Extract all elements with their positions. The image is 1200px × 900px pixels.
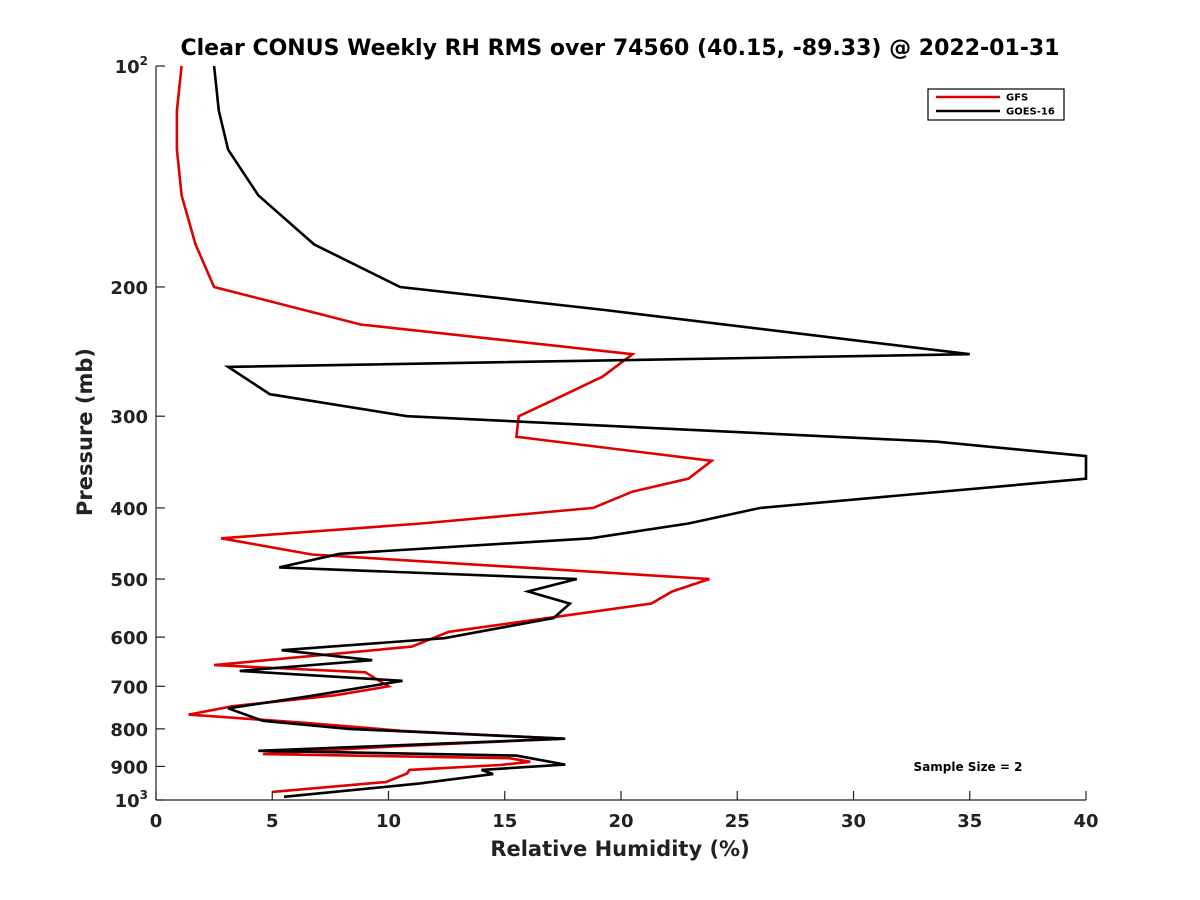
legend-box — [927, 88, 1065, 121]
x-tick-label: 10 — [376, 811, 401, 832]
y-tick-label: 400 — [110, 499, 148, 520]
series-layer — [175, 65, 1088, 799]
y-tick-label: 600 — [110, 628, 148, 649]
chart-title: Clear CONUS Weekly RH RMS over 74560 (40… — [181, 36, 1060, 61]
x-axis-label: Relative Humidity (%) — [490, 837, 749, 861]
x-tick-label: 25 — [725, 811, 750, 832]
x-tick-label: 30 — [841, 811, 866, 832]
x-tick-label: 15 — [492, 811, 517, 832]
y-tick-label: 300 — [110, 407, 148, 428]
sample-size-annotation: Sample Size = 2 — [914, 760, 1023, 774]
series-line-goes-16 — [212, 65, 1088, 799]
y-tick-label: 500 — [110, 570, 148, 591]
legend-label-gfs: GFS — [1006, 93, 1028, 104]
legend: GFS GOES-16 — [927, 88, 1065, 121]
x-tick-label: 20 — [608, 811, 633, 832]
x-tick-label: 35 — [957, 811, 982, 832]
y-tick-label: 800 — [110, 720, 148, 741]
y-tick-label: 900 — [110, 757, 148, 778]
y-tick-label: 700 — [110, 677, 148, 698]
series-line-gfs — [175, 65, 716, 794]
y-axis-label: Pressure (mb) — [73, 348, 97, 516]
axes: 0 5 10 15 20 25 30 35 40102200300400500600700800… — [110, 54, 1098, 832]
x-tick-label: 40 — [1073, 811, 1098, 832]
x-tick-label: 0 — [150, 811, 163, 832]
x-tick-label: 5 — [266, 811, 279, 832]
y-tick-label: 200 — [110, 278, 148, 299]
legend-label-goes-16: GOES-16 — [1006, 107, 1055, 118]
